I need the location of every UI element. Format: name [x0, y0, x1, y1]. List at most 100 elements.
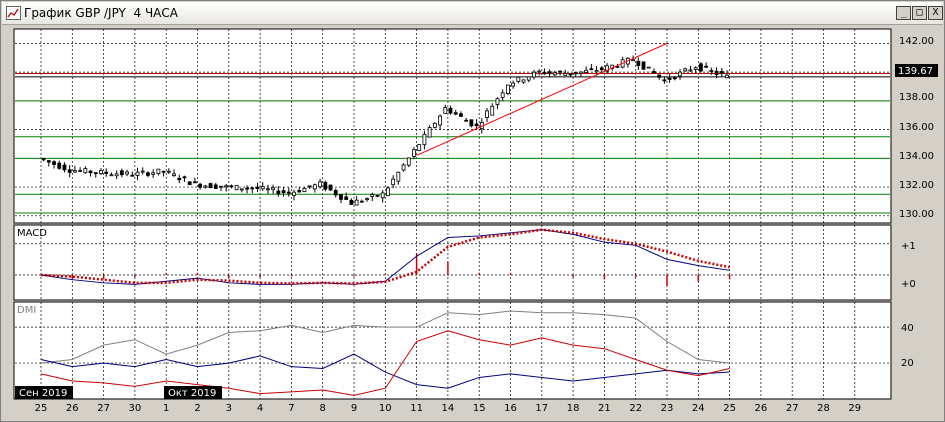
price-candle: [166, 170, 171, 173]
month-marker-sep: [15, 386, 73, 399]
price-candle: [406, 157, 411, 166]
price-candle: [516, 76, 521, 82]
day-label: 8: [320, 403, 326, 414]
price-candle: [198, 183, 203, 188]
minimize-button[interactable]: _: [896, 6, 911, 20]
price-candle: [412, 149, 416, 157]
price-candle: [114, 173, 119, 177]
price-candle: [276, 190, 281, 195]
price-candle: [192, 181, 197, 184]
price-candle: [182, 176, 187, 179]
month-label-oct: Окт 2019: [168, 388, 216, 399]
price-candle: [328, 184, 333, 191]
price-candle: [46, 160, 51, 163]
price-candle: [448, 107, 453, 114]
chart-area[interactable]: MACD DMI 142.00 138.00 136.00 134.00 132…: [1, 24, 944, 420]
price-candle: [67, 169, 72, 173]
price-candle: [495, 98, 500, 105]
day-label: 29: [848, 403, 861, 414]
price-candle: [615, 66, 620, 68]
price-candle: [229, 185, 234, 188]
price-candle: [417, 144, 422, 151]
price-candle: [187, 181, 192, 186]
day-label: 17: [535, 403, 548, 414]
day-label: 27: [97, 403, 110, 414]
day-label: 2: [194, 403, 200, 414]
price-candle: [552, 72, 557, 76]
price-candle: [432, 122, 437, 128]
price-candle: [219, 185, 223, 188]
price-candle: [312, 184, 317, 190]
price-candle: [474, 123, 479, 127]
day-label: 15: [473, 403, 486, 414]
price-tick: 134.00: [899, 151, 934, 162]
price-candle: [286, 191, 291, 194]
price-candle: [443, 106, 448, 114]
price-candle: [599, 67, 604, 71]
price-tick: 142.00: [899, 36, 934, 47]
title-bar[interactable]: График GBP /JPY 4 ЧАСА _ □ X: [2, 2, 943, 25]
close-button[interactable]: X: [928, 6, 943, 20]
price-candle: [177, 177, 182, 181]
horizontal-levels: [15, 73, 890, 214]
dmi-tick: 40: [901, 323, 914, 334]
macd-signal-line: [40, 228, 730, 285]
maximize-button[interactable]: □: [912, 6, 927, 20]
current-price-tag: [895, 64, 938, 77]
price-candle: [605, 65, 609, 72]
price-candle: [532, 71, 536, 78]
price-candle: [266, 188, 270, 191]
vertical-grid: [40, 29, 856, 399]
macd-panel[interactable]: [13, 224, 892, 301]
price-bars: [41, 55, 729, 206]
price-tick: 136.00: [899, 122, 934, 133]
price-candle: [297, 190, 302, 193]
day-label: 24: [692, 403, 705, 414]
price-candle: [563, 73, 568, 76]
price-candle: [391, 178, 396, 186]
day-label: 30: [129, 403, 142, 414]
day-label: 22: [629, 403, 642, 414]
price-candle: [568, 73, 573, 76]
price-candle: [505, 84, 510, 94]
price-candle: [318, 181, 322, 188]
dmi-panel[interactable]: [13, 301, 892, 400]
price-candle: [386, 187, 390, 196]
x-axis-day-labels: 25 26 27 30 1 2 3 4 7 8 9 10 11 14 15 16 17 18 21 22 23 24 25 2…: [35, 403, 862, 414]
price-candle: [537, 70, 542, 73]
price-candle: [161, 170, 166, 173]
price-candle: [156, 168, 161, 174]
price-candle: [485, 110, 489, 118]
day-label: 7: [288, 403, 294, 414]
price-candle: [589, 68, 594, 71]
dmi-minus-line: [40, 330, 730, 396]
price-candle: [631, 59, 635, 62]
price-candle: [260, 186, 265, 190]
price-candle: [521, 79, 526, 83]
trendline[interactable]: [416, 42, 668, 156]
day-label: 9: [351, 403, 357, 414]
day-label: 27: [786, 403, 799, 414]
current-price-value: 139.67: [898, 66, 933, 77]
day-label: 21: [598, 403, 611, 414]
day-label: 10: [379, 403, 392, 414]
price-candle: [271, 187, 276, 191]
price-tick: 130.00: [899, 209, 934, 220]
price-candle: [547, 71, 552, 74]
price-candle: [662, 79, 667, 82]
price-candle: [88, 170, 93, 174]
price-candle: [292, 191, 296, 196]
price-candle: [78, 170, 83, 172]
price-candle: [667, 77, 672, 80]
month-label-sep: Сен 2019: [19, 388, 67, 399]
price-candle: [657, 74, 662, 78]
price-candle: [422, 133, 427, 146]
price-candle: [224, 185, 229, 188]
price-candle: [683, 68, 688, 72]
price-candle: [469, 119, 474, 127]
dmi-adx-line: [40, 310, 730, 364]
price-candle: [453, 112, 458, 115]
price-candle: [302, 187, 307, 193]
day-label: 4: [257, 403, 263, 414]
price-panel[interactable]: [13, 28, 892, 224]
